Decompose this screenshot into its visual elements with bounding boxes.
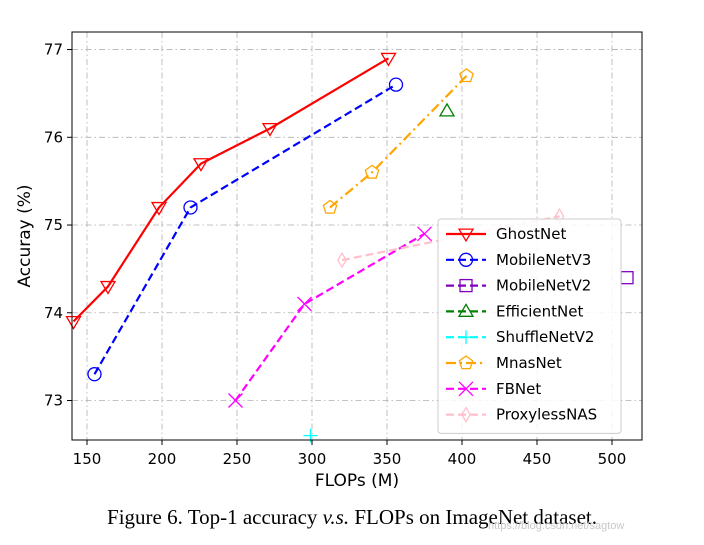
point-fbnet <box>228 393 243 408</box>
y-axis-label: Accuray (%) <box>15 184 35 287</box>
legend-marker-proxylessnas <box>461 406 471 423</box>
x-tick-label: 450 <box>523 450 552 468</box>
y-tick-label: 73 <box>44 392 63 410</box>
plot-frame <box>71 31 643 441</box>
point-mnasnet <box>459 68 474 83</box>
point-ghostnet <box>150 201 168 216</box>
legend-label-mobilenetv3: MobileNetV3 <box>496 251 591 269</box>
legend-marker-fbnet-b <box>458 381 474 397</box>
caption-suffix: FLOPs on ImageNet dataset. <box>349 505 597 529</box>
legend-label-ghostnet: GhostNet <box>496 225 566 243</box>
series-line-mobilenetv3 <box>93 83 397 375</box>
y-tick-label: 77 <box>44 41 63 59</box>
legend-label-proxylessnas: ProxylessNAS <box>496 406 597 424</box>
axis-ticks: 150 200 250 300 350 400 450 500 73 74 75 76 77 <box>44 41 626 468</box>
legend-label-fbnet: FBNet <box>496 380 541 398</box>
legend-marker-mobilenetv2 <box>459 278 473 293</box>
point-mnasnet <box>322 199 338 214</box>
caption-prefix: Figure 6. Top-1 accuracy <box>107 505 323 529</box>
point-ghostnet <box>192 158 210 172</box>
series-lines <box>72 57 560 402</box>
point-fbnet <box>417 226 432 242</box>
legend-label-mnasnet: MnasNet <box>496 354 562 372</box>
point-ghostnet <box>261 122 279 137</box>
legend-marker-efficientnet <box>457 303 475 317</box>
y-tick-label: 75 <box>44 216 63 234</box>
legend-marker-shufflenetv2 <box>459 330 473 345</box>
legend-marker-mobilenetv3 <box>458 252 474 267</box>
x-axis-label: FLOPs (M) <box>315 471 399 491</box>
legend-label-shufflenetv2: ShuffleNetV2 <box>496 328 594 346</box>
series-line-ghostnet <box>72 57 390 323</box>
caption-italic: v.s. <box>322 505 350 529</box>
legend-marker-ghostnet <box>457 228 475 243</box>
legend-box <box>437 218 622 434</box>
legend: GhostNet MobileNetV3 MobileNetV2 EfficientN… <box>437 218 622 434</box>
legend-label-mobilenetv2: MobileNetV2 <box>496 277 591 295</box>
legend-label-efficientnet: EfficientNet <box>496 302 583 320</box>
point-mnasnet <box>364 164 380 179</box>
x-tick-label: 250 <box>223 450 252 468</box>
point-ghostnet <box>380 52 397 67</box>
point-fbnet-b <box>297 296 312 312</box>
x-tick-label: 500 <box>598 450 627 468</box>
point-mobilenetv2 <box>620 271 634 285</box>
point-ghostnet <box>65 315 82 330</box>
point-fbnet <box>297 296 312 312</box>
figure-caption: Figure 6. Top-1 accuracy v.s. FLOPs on I… <box>0 505 704 530</box>
point-efficientnet <box>438 102 456 117</box>
point-fbnet-b <box>228 393 243 408</box>
point-proxylessnas <box>337 251 347 269</box>
series-markers <box>65 52 634 443</box>
y-tick-label: 76 <box>44 128 63 146</box>
point-fbnet-b <box>417 226 432 242</box>
series-line-mnasnet <box>329 75 468 209</box>
point-mobilenetv3 <box>183 200 198 215</box>
x-tick-label: 150 <box>73 450 102 468</box>
point-mobilenetv3 <box>87 367 102 382</box>
point-shufflenetv2 <box>303 428 318 443</box>
point-mobilenetv3 <box>388 77 404 92</box>
legend-marker-fbnet <box>458 381 474 397</box>
accuracy-vs-flops-chart: 150 200 250 300 350 400 450 500 73 74 75 76 77 FLOPs… <box>15 31 643 491</box>
x-tick-label: 300 <box>298 450 327 468</box>
series-line-fbnet <box>234 232 426 402</box>
point-ghostnet <box>99 280 117 295</box>
y-tick-label: 74 <box>44 304 63 322</box>
x-tick-label: 200 <box>148 450 177 468</box>
watermark: https://blog.csdn.net/sagtow <box>488 520 625 532</box>
x-tick-label: 350 <box>373 450 402 468</box>
legend-marker-mnasnet <box>458 355 474 370</box>
x-tick-label: 400 <box>448 450 477 468</box>
